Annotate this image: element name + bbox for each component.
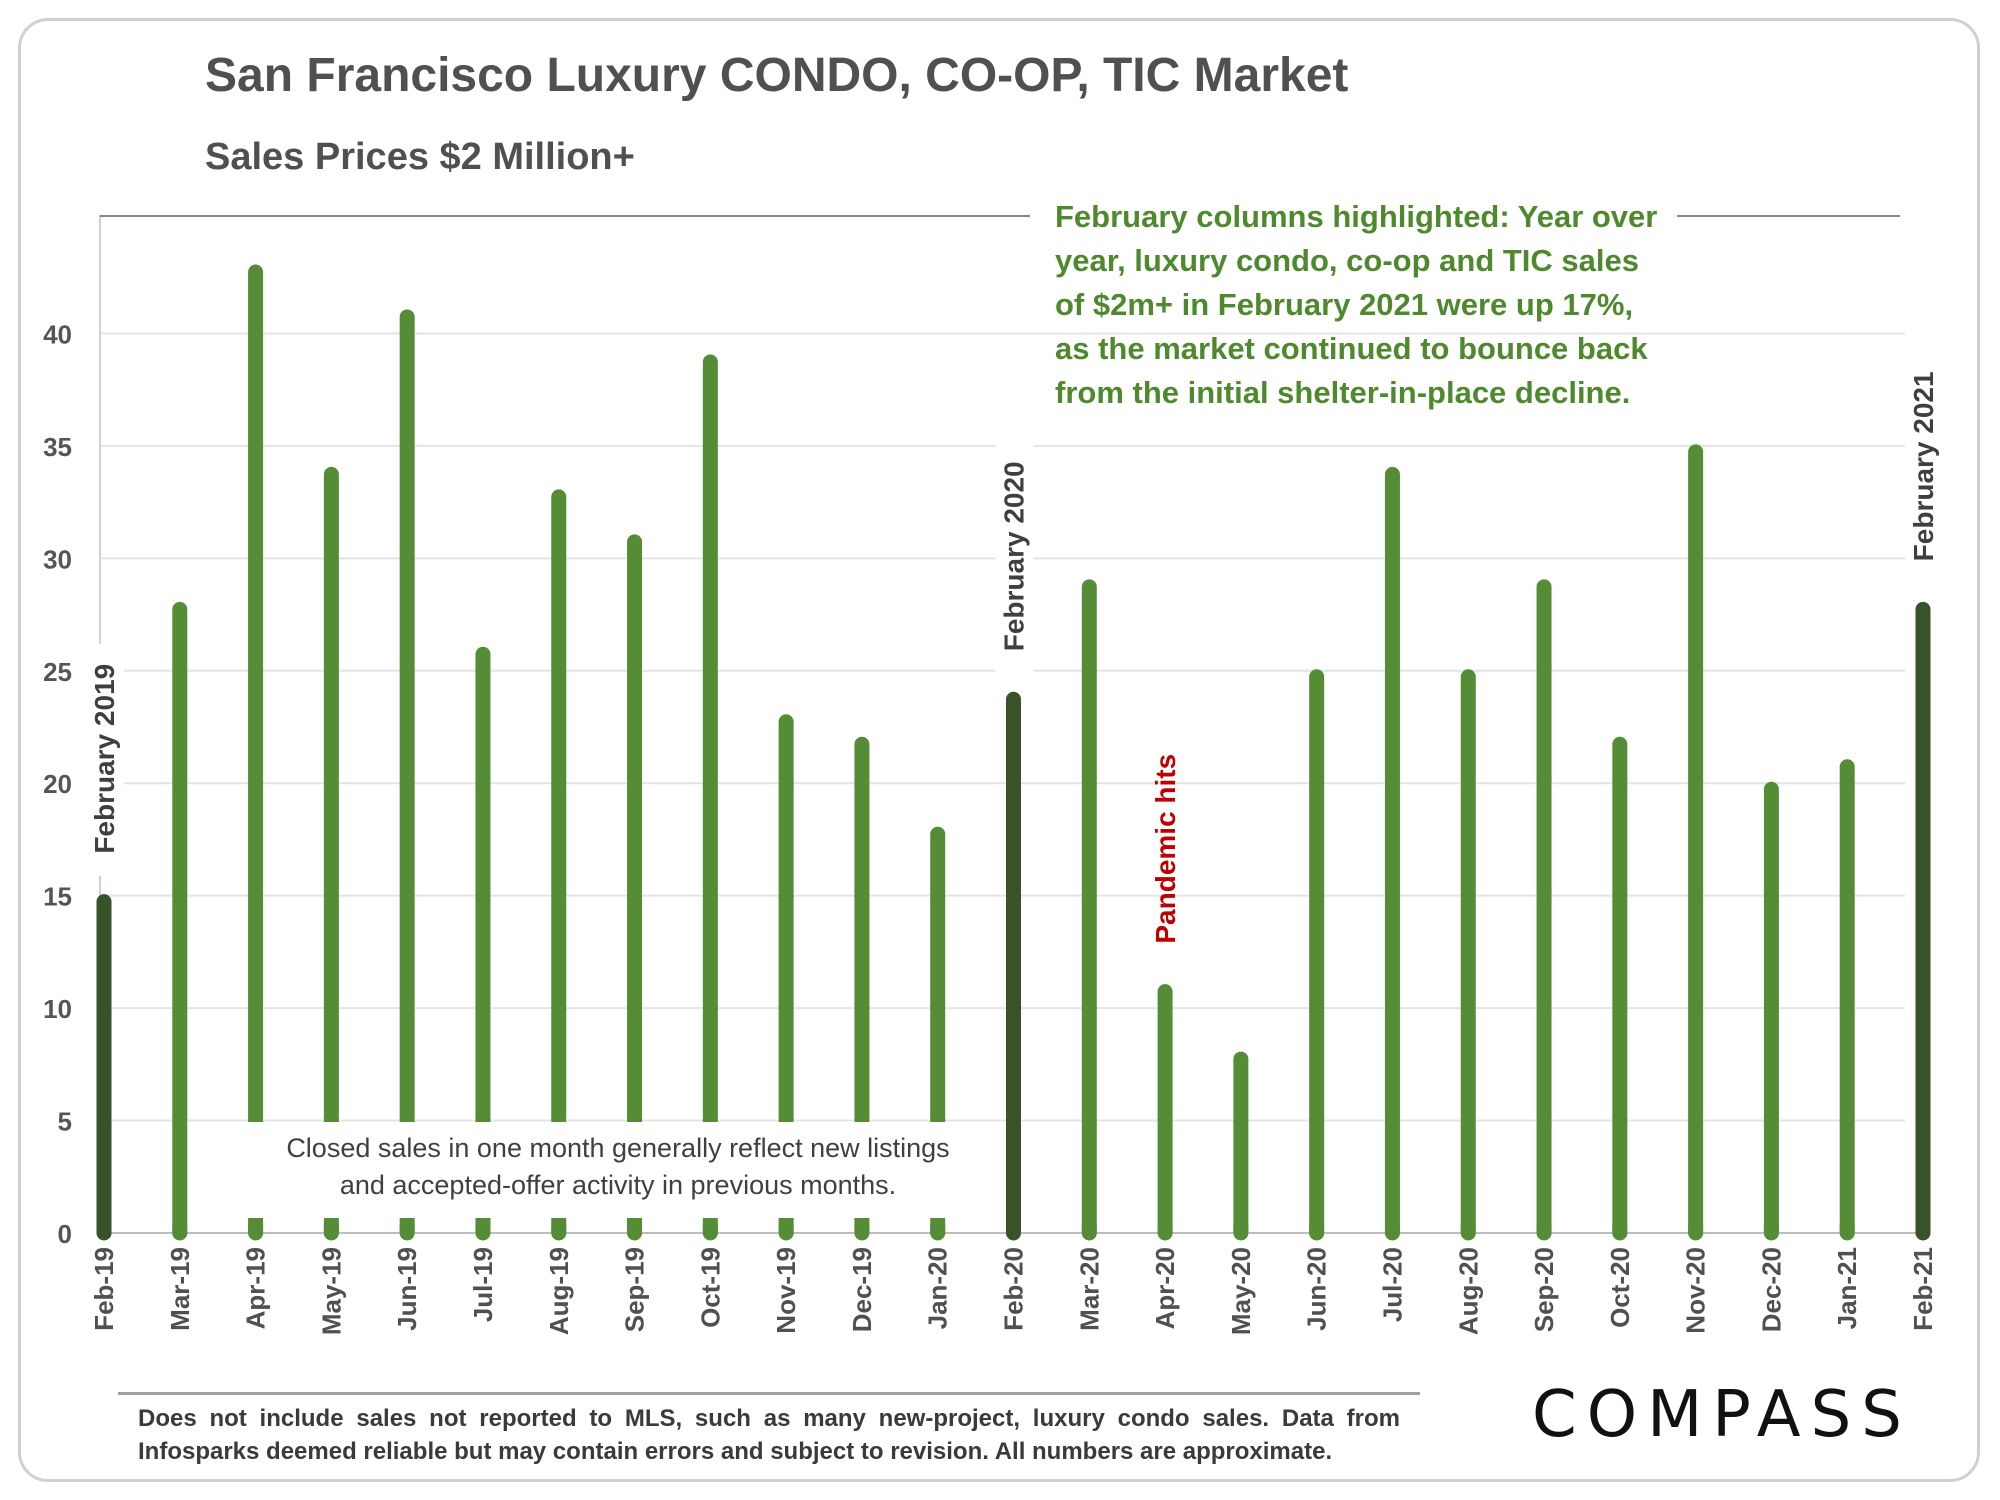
x-tick-label: Jan-21 (1832, 1247, 1862, 1329)
bar-base (323, 1225, 339, 1233)
x-tick-label: Apr-19 (241, 1247, 271, 1329)
x-tick-label: Apr-20 (1150, 1247, 1180, 1329)
annotation-background (86, 643, 124, 876)
annotation-february: February 2020 (999, 461, 1030, 651)
bar-base (1612, 1225, 1628, 1233)
bar-base (702, 1225, 718, 1233)
x-tick-label: May-19 (316, 1247, 346, 1335)
bar-base (627, 1225, 643, 1233)
bar-base (1384, 1225, 1400, 1233)
x-tick-label: Jul-20 (1377, 1247, 1407, 1322)
x-tick-label: Nov-19 (771, 1247, 801, 1334)
x-tick-label: Jul-19 (468, 1247, 498, 1322)
x-tick-label: Mar-19 (165, 1247, 195, 1331)
footer-rule (118, 1392, 1420, 1395)
y-tick-label: 20 (43, 769, 72, 799)
bar-base (96, 1225, 112, 1233)
footnote: Does not include sales not reported to M… (138, 1405, 1400, 1465)
bar-base (778, 1225, 794, 1233)
annotation-pandemic: Pandemic hits (1150, 754, 1181, 944)
annotation-february: February 2021 (1908, 371, 1939, 561)
bar-base (930, 1225, 946, 1233)
bar-base (1233, 1225, 1249, 1233)
x-tick-label: Oct-20 (1605, 1247, 1635, 1328)
chart-subtitle: Sales Prices $2 Million+ (205, 136, 635, 178)
bar-base (399, 1225, 415, 1233)
x-tick-label: Dec-19 (847, 1247, 877, 1332)
x-tick-label: Feb-19 (89, 1247, 119, 1331)
bar-base (1081, 1225, 1097, 1233)
x-tick-label: Dec-20 (1756, 1247, 1786, 1332)
chart-frame (18, 18, 1980, 1482)
bar-base (1460, 1225, 1476, 1233)
y-tick-label: 35 (43, 432, 72, 462)
bar-base (475, 1225, 491, 1233)
bar-base (1688, 1225, 1704, 1233)
x-tick-label: Feb-21 (1908, 1247, 1938, 1331)
x-tick-label: Sep-19 (620, 1247, 650, 1332)
bar-base (854, 1225, 870, 1233)
bar-base (1309, 1225, 1325, 1233)
bar-base (1536, 1225, 1552, 1233)
y-tick-label: 40 (43, 319, 72, 349)
x-tick-label: Feb-20 (999, 1247, 1029, 1331)
note-box: Closed sales in one month generally refl… (248, 1122, 988, 1218)
x-tick-label: Aug-19 (544, 1247, 574, 1335)
note-line-2: and accepted-offer activity in previous … (339, 1170, 897, 1200)
bar-base (172, 1225, 188, 1233)
x-tick-label: Oct-19 (695, 1247, 725, 1328)
bar-base (1763, 1225, 1779, 1233)
bar-base (1157, 1225, 1173, 1233)
y-tick-label: 5 (58, 1107, 72, 1137)
bar-base (1839, 1225, 1855, 1233)
y-tick-label: 0 (58, 1219, 72, 1249)
x-tick-label: Jan-20 (923, 1247, 953, 1329)
annotation-background (995, 441, 1034, 674)
bar-base (1006, 1225, 1021, 1233)
annotation-february: February 2019 (89, 664, 120, 854)
x-tick-label: Mar-20 (1074, 1247, 1104, 1331)
bar-base (1915, 1225, 1931, 1233)
bar-base (551, 1225, 567, 1233)
x-tick-label: May-20 (1226, 1247, 1256, 1335)
annotation-background (1905, 351, 1943, 584)
compass-logo: COMPASS (1532, 1378, 1912, 1452)
x-tick-label: Sep-20 (1529, 1247, 1559, 1332)
y-tick-label: 10 (43, 994, 72, 1024)
y-tick-label: 25 (43, 657, 72, 687)
x-tick-label: Jun-19 (392, 1247, 422, 1331)
chart-title: San Francisco Luxury CONDO, CO-OP, TIC M… (205, 49, 1349, 102)
x-tick-label: Nov-20 (1681, 1247, 1711, 1334)
bar-base (248, 1225, 264, 1233)
y-tick-label: 30 (43, 544, 72, 574)
x-tick-label: Jun-20 (1302, 1247, 1332, 1331)
y-tick-label: 15 (43, 882, 72, 912)
callout-text: February columns highlighted: Year over … (1055, 199, 1658, 410)
x-tick-label: Aug-20 (1453, 1247, 1483, 1335)
note-line-1: Closed sales in one month generally refl… (286, 1133, 950, 1163)
